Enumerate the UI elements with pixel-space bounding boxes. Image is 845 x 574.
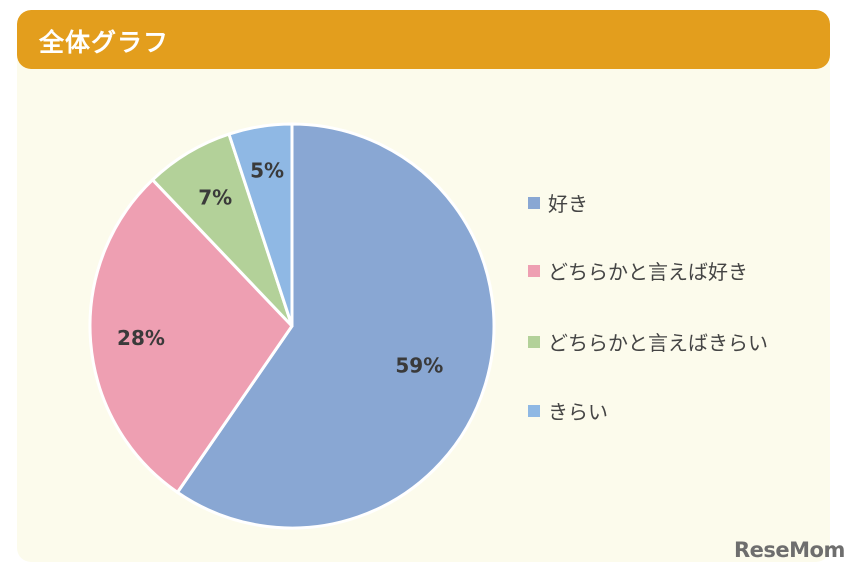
legend-swatch [528, 265, 540, 277]
legend-swatch [528, 336, 540, 348]
legend-label: どちらかと言えばきらい [548, 331, 768, 355]
legend-label: 好き [548, 192, 588, 216]
legend-label: きらい [548, 400, 608, 424]
chart-header: 全体グラフ [17, 10, 830, 69]
pie-label-somewhat-like: 28% [117, 326, 165, 350]
pie-label-like: 59% [395, 354, 443, 378]
legend-swatch [528, 405, 540, 417]
pie-label-somewhat-dislike: 7% [198, 186, 232, 210]
resemom-logo: ReseMom [734, 538, 845, 562]
chart-title: 全体グラフ [39, 28, 170, 57]
pie-slice-somewhat-like [88, 178, 294, 494]
pie-slice-dislike [227, 122, 294, 328]
pie-label-dislike: 5% [250, 158, 284, 182]
legend-label: どちらかと言えば好き [548, 260, 748, 284]
legend-swatch [528, 197, 540, 209]
pie-slice-like [175, 122, 496, 530]
